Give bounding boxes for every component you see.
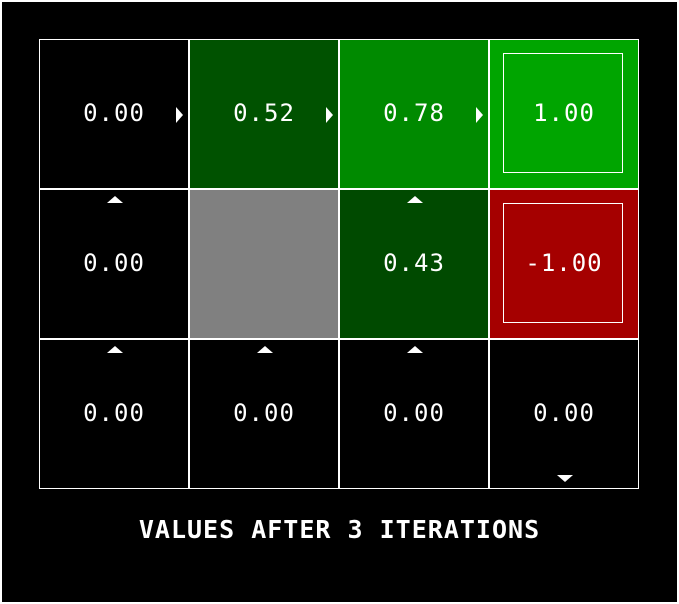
state-value: 0.52 — [233, 99, 295, 127]
terminal-box — [503, 203, 623, 323]
state-value: 0.78 — [383, 99, 445, 127]
state-value: 1.00 — [533, 99, 595, 127]
policy-arrow-north-icon — [257, 346, 273, 353]
state-value: 0.43 — [383, 249, 445, 277]
wall-cell — [189, 189, 339, 339]
state-cell: 0.78 — [339, 39, 489, 189]
state-cell: 0.00 — [39, 39, 189, 189]
state-value: -1.00 — [525, 249, 603, 277]
terminal-cell: 1.00 — [489, 39, 639, 189]
state-cell: 0.00 — [39, 189, 189, 339]
policy-arrow-north-icon — [407, 196, 423, 203]
policy-arrow-east-icon — [476, 107, 483, 123]
state-cell: 0.00 — [489, 339, 639, 489]
state-value: 0.00 — [83, 249, 145, 277]
policy-arrow-north-icon — [407, 346, 423, 353]
policy-arrow-east-icon — [326, 107, 333, 123]
terminal-box — [503, 53, 623, 173]
state-value: 0.00 — [533, 399, 595, 427]
state-value: 0.00 — [83, 399, 145, 427]
iteration-caption: VALUES AFTER 3 ITERATIONS — [138, 515, 541, 544]
state-value: 0.00 — [233, 399, 295, 427]
policy-arrow-north-icon — [107, 196, 123, 203]
state-cell: 0.00 — [39, 339, 189, 489]
policy-arrow-north-icon — [107, 346, 123, 353]
terminal-cell: -1.00 — [489, 189, 639, 339]
policy-arrow-east-icon — [176, 107, 183, 123]
policy-arrow-south-icon — [557, 475, 573, 482]
state-cell: 0.43 — [339, 189, 489, 339]
state-value: 0.00 — [83, 99, 145, 127]
state-cell: 0.00 — [189, 339, 339, 489]
state-cell: 0.00 — [339, 339, 489, 489]
state-value: 0.00 — [383, 399, 445, 427]
state-cell: 0.52 — [189, 39, 339, 189]
value-grid: 0.00 0.52 0.78 1.00 0.00 0.43 -1.00 0.00 0.00 0.0… — [39, 39, 642, 492]
